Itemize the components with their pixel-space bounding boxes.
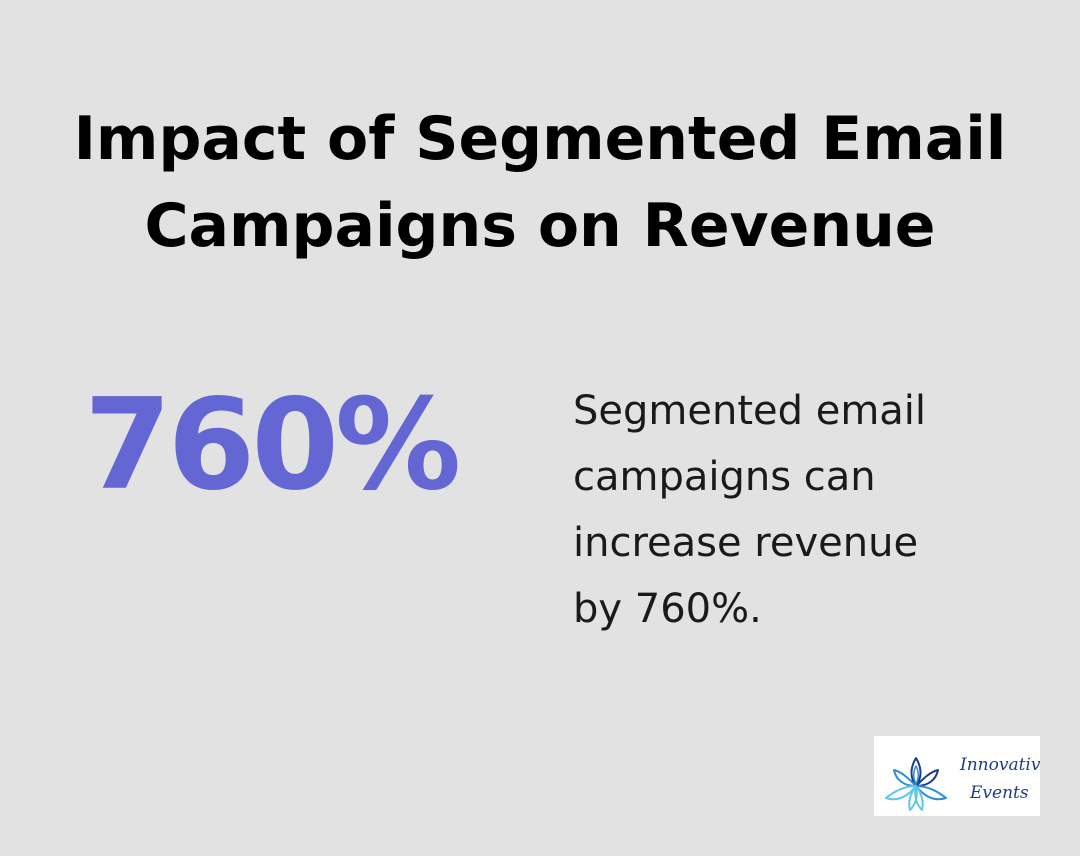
brand-logo-graphic: Innovative Events (885, 755, 1040, 811)
brand-logo: Innovative Events (874, 736, 1040, 816)
stat-description-line-1: Segmented email (573, 388, 927, 434)
lotus-flower-icon (885, 757, 947, 811)
brand-logo-text-line-2: Events (969, 783, 1029, 803)
page-title-line-2: Campaigns on Revenue (144, 191, 936, 261)
brand-logo-text-line-1: Innovative (959, 755, 1040, 775)
stat-description: Segmented email campaigns can increase r… (573, 378, 993, 642)
stat-description-line-3: increase revenue (573, 520, 919, 566)
stat-value: 760% (84, 371, 461, 518)
stat-description-line-4: by 760%. (573, 586, 762, 632)
page-title: Impact of Segmented Email Campaigns on R… (0, 96, 1080, 270)
page-title-line-1: Impact of Segmented Email (73, 104, 1007, 174)
stat-description-line-2: campaigns can (573, 454, 876, 500)
